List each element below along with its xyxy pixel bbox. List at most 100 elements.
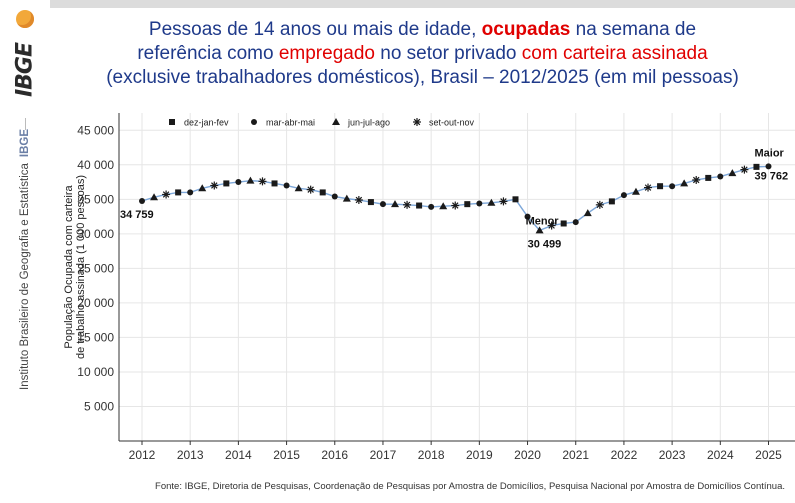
y-tick-label: 20 000 (77, 296, 114, 310)
data-point (391, 200, 400, 208)
data-point (451, 201, 460, 210)
side-caption-abbr: IBGE (19, 128, 31, 158)
data-point (246, 176, 255, 184)
data-point (753, 163, 760, 170)
data-point (439, 202, 448, 210)
asterisk-stroke (259, 178, 266, 185)
data-point (560, 220, 567, 227)
annotation-label: 34 759 (120, 209, 154, 221)
data-point (705, 174, 712, 181)
data-point (608, 198, 615, 205)
x-tick-label: 2017 (370, 448, 397, 462)
data-point (319, 189, 326, 196)
legend-marker (413, 118, 421, 126)
title-text-2c: no setor privado (374, 43, 522, 64)
asterisk-stroke (692, 176, 700, 184)
y-axis-label-line2: de trabalho assinada (1 000 pessoas) (75, 175, 87, 359)
chart-title: Pessoas de 14 anos ou mais de idade, ocu… (60, 18, 785, 90)
data-point (512, 196, 519, 203)
title-text-3: (exclusive trabalhadores domésticos), Br… (106, 67, 739, 88)
data-point (342, 194, 351, 202)
asterisk-stroke (500, 198, 507, 205)
legend-marker (251, 119, 257, 125)
data-point (162, 190, 171, 199)
y-tick-label: 15 000 (77, 330, 114, 344)
x-tick-label: 2020 (514, 448, 541, 462)
line-chart: 5 000 10 000 15 000 20 000 25 000 30 000 35 00… (63, 113, 795, 462)
ibge-logo-icon (16, 10, 34, 28)
asterisk-stroke (451, 202, 459, 209)
grid (119, 113, 795, 441)
legend: dez-jan-fev mar-abr-mai jun-jul-ago set-out… (169, 118, 475, 128)
data-point (595, 200, 604, 209)
title-text-1a: Pessoas de 14 anos ou mais de idade, (148, 19, 482, 40)
data-point (416, 202, 423, 209)
legend-label: dez-jan-fev (184, 118, 229, 128)
data-point (403, 200, 412, 209)
data-point (669, 183, 676, 190)
asterisk-stroke (548, 222, 555, 229)
legend-marker (332, 118, 340, 125)
title-highlight-carteira: com carteira assinada (521, 43, 708, 64)
data-point (499, 197, 508, 206)
legend-label: mar-abr-mai (266, 118, 315, 128)
logo-text: IBGE (12, 42, 38, 98)
data-point (379, 201, 386, 208)
data-point (187, 189, 194, 196)
asterisk-stroke (355, 196, 363, 204)
title-text-2a: referência como (137, 43, 279, 64)
y-tick-label: 45 000 (77, 123, 114, 137)
data-point (644, 183, 653, 192)
data-point (535, 226, 544, 234)
side-bar: IBGE Instituto Brasileiro de Geografia e… (0, 0, 50, 503)
data-point (198, 184, 207, 192)
data-point (258, 177, 267, 186)
data-point (692, 175, 701, 184)
ibge-logo: IBGE (10, 30, 40, 110)
y-tick-label: 35 000 (77, 192, 114, 206)
asterisk-stroke (413, 118, 421, 126)
data-point (235, 179, 242, 186)
data-point (306, 185, 315, 194)
data-point (175, 189, 182, 196)
data-point (150, 193, 159, 201)
x-tick-label: 2016 (321, 448, 348, 462)
title-highlight-empregado: empregado (278, 43, 375, 64)
side-caption: Instituto Brasileiro de Geografia e Esta… (10, 128, 40, 390)
data-point (765, 163, 772, 170)
y-tick-label: 10 000 (77, 365, 114, 379)
title-text-1c: na semana de (570, 19, 697, 40)
data-point (210, 181, 219, 190)
x-tick-label: 2018 (418, 448, 445, 462)
data-point (294, 184, 303, 192)
axes: 5 000 10 000 15 000 20 000 25 000 30 000 35 00… (77, 113, 795, 462)
data-point (657, 183, 664, 190)
data-point (572, 219, 579, 226)
asterisk-stroke (211, 182, 218, 189)
data-point (428, 203, 435, 210)
legend-label: set-out-nov (429, 118, 475, 128)
data-point (740, 165, 749, 174)
data-point (487, 198, 496, 206)
data-point (524, 213, 531, 220)
asterisk-stroke (162, 191, 170, 198)
series-markers (139, 163, 772, 234)
data-point (620, 192, 627, 199)
title-highlight-ocupadas: ocupadas (481, 19, 571, 40)
asterisk-stroke (403, 201, 411, 209)
data-point (367, 199, 374, 206)
legend-marker (169, 119, 175, 125)
annotation-label: 39 762 (755, 170, 789, 182)
data-point (476, 200, 483, 207)
annotation-label: Maior (755, 147, 785, 159)
annotations: 34 759 Menor 30 499 Maior 39 762 (120, 147, 788, 250)
data-point (728, 169, 737, 177)
legend-label: jun-jul-ago (347, 118, 390, 128)
asterisk-stroke (644, 184, 652, 191)
annotation-label: 30 499 (528, 238, 562, 250)
asterisk-stroke (596, 201, 604, 209)
side-caption-text: Instituto Brasileiro de Geografia e Esta… (19, 163, 31, 390)
data-point (271, 180, 278, 187)
series-line-path (141, 165, 769, 232)
data-point (139, 197, 145, 204)
